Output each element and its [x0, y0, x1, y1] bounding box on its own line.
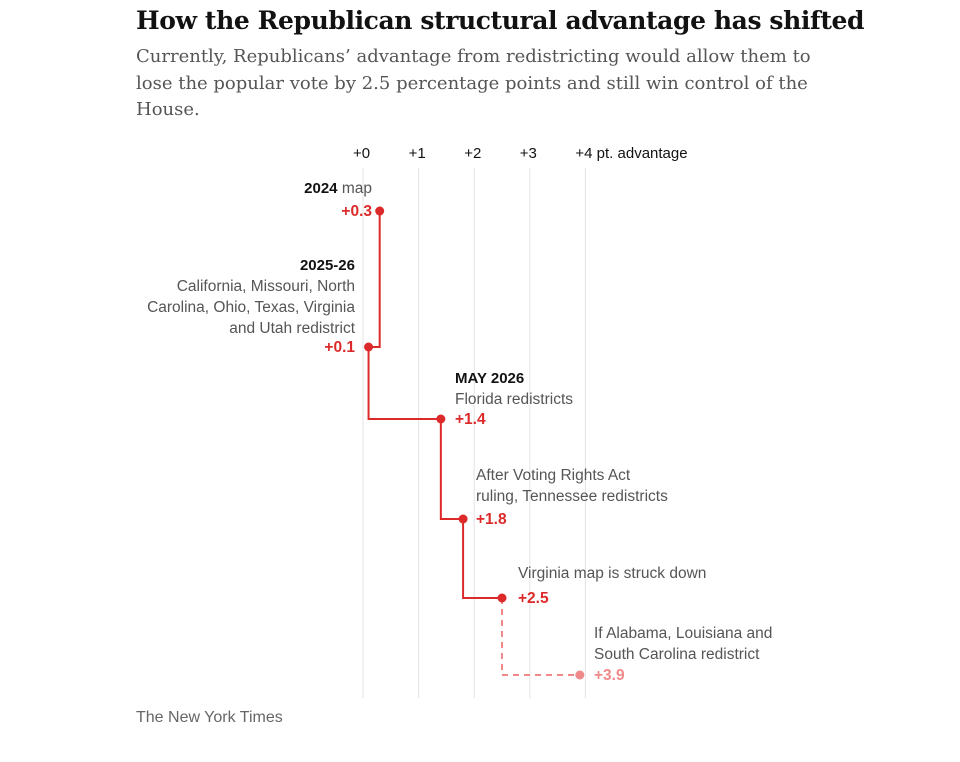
data-label: +0.3: [341, 203, 372, 220]
event-description: and Utah redistrict: [229, 320, 355, 337]
event-description: If Alabama, Louisiana and: [594, 625, 772, 642]
event-description: Florida redistricts: [455, 391, 573, 408]
data-point: [436, 414, 446, 424]
event-description: map: [338, 180, 372, 197]
chart-title: How the Republican structural advantage …: [136, 6, 865, 35]
x-tick-label: +4 pt. advantage: [575, 145, 687, 162]
event-description: South Carolina redistrict: [594, 646, 760, 663]
event-date: 2024: [304, 180, 338, 197]
x-tick-label: +2: [464, 145, 481, 162]
event-description: ruling, Tennessee redistricts: [476, 488, 668, 505]
data-label: +3.9: [594, 667, 625, 684]
data-point: [375, 206, 385, 216]
data-label: +2.5: [518, 590, 549, 607]
event-date: 2025-26: [300, 257, 355, 274]
data-point: [575, 670, 585, 680]
event-heading: 2024 map: [304, 180, 372, 197]
source-credit: The New York Times: [136, 709, 283, 726]
event-heading: 2025-26: [300, 257, 355, 274]
x-tick-label: +0: [353, 145, 370, 162]
data-label: +1.8: [476, 511, 507, 528]
event-description: California, Missouri, North: [177, 278, 355, 295]
event-description: Carolina, Ohio, Texas, Virginia: [147, 299, 355, 316]
step-line: [462, 519, 502, 599]
data-point: [364, 342, 374, 352]
data-point: [458, 514, 468, 524]
x-tick-label: +1: [409, 145, 426, 162]
event-description: Virginia map is struck down: [518, 565, 706, 582]
step-line: [368, 211, 381, 348]
event-heading: MAY 2026: [455, 370, 524, 387]
data-label: +0.1: [324, 339, 355, 356]
chart-subtitle: Currently, Republicans’ advantage from r…: [136, 46, 811, 120]
projected-step-line: [501, 598, 580, 676]
x-tick-label: +3: [520, 145, 537, 162]
data-label: +1.4: [455, 411, 486, 428]
event-description: After Voting Rights Act: [476, 467, 631, 484]
data-point: [497, 593, 507, 603]
step-line: [439, 419, 464, 520]
step-line: [367, 347, 441, 420]
event-date: MAY 2026: [455, 370, 524, 387]
